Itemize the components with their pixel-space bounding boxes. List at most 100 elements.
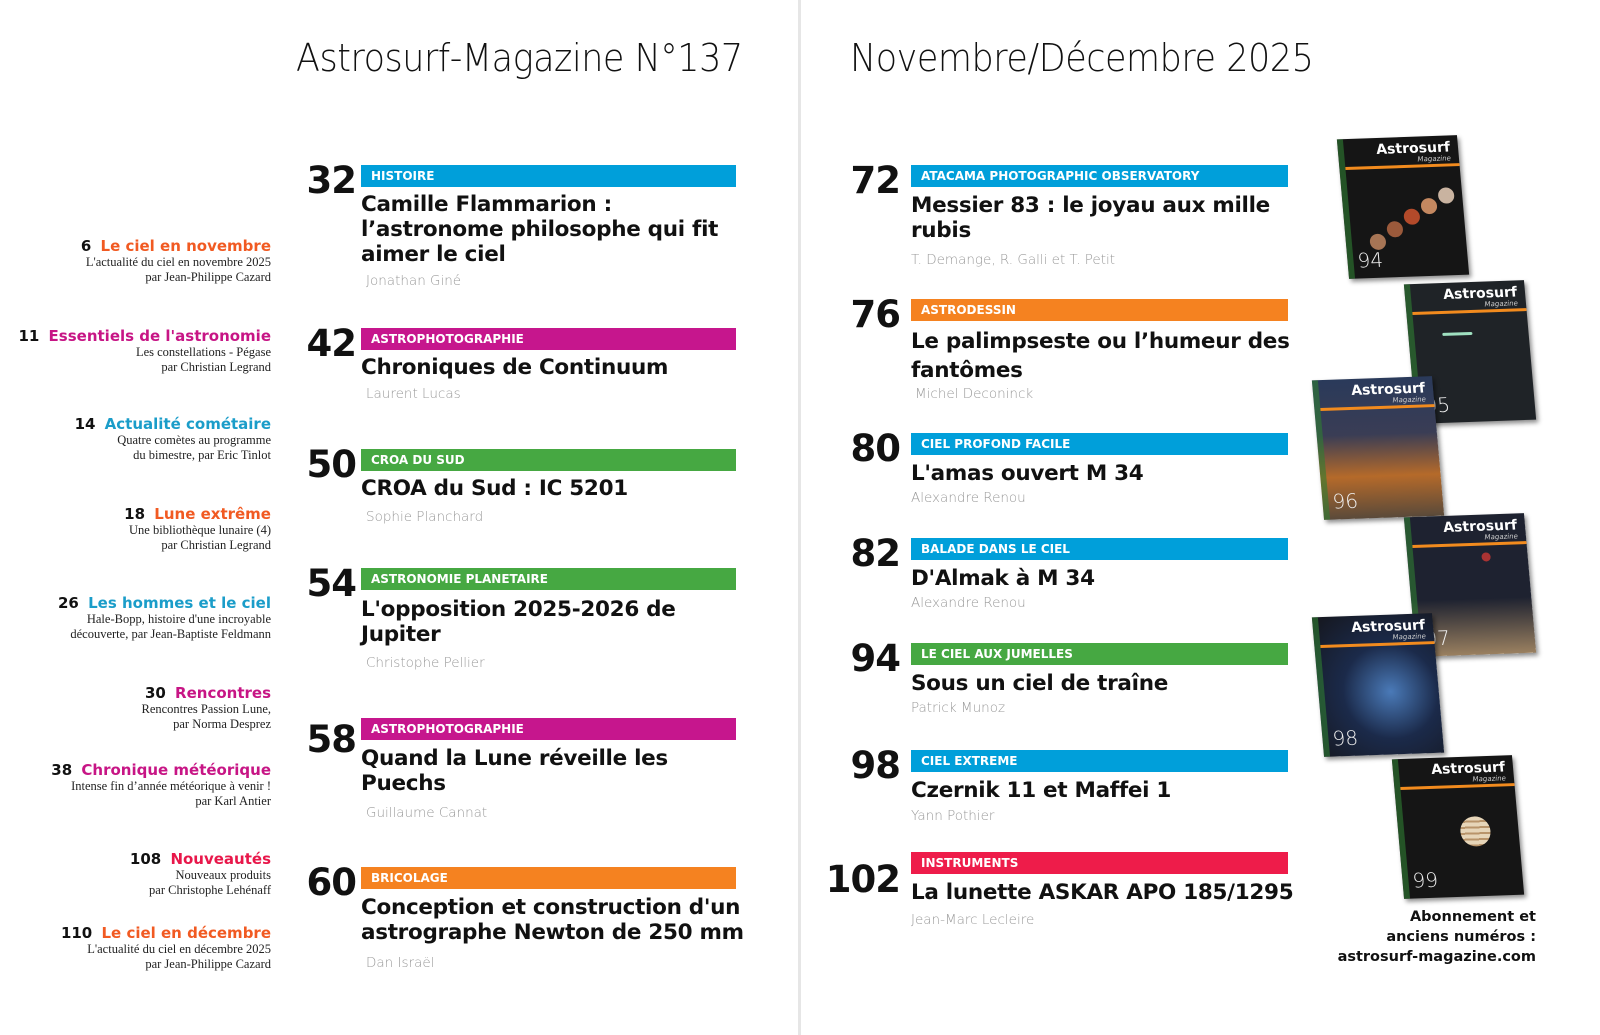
article-author: Sophie Planchard — [366, 509, 484, 525]
section-title: Nouveautés — [170, 850, 271, 868]
article-title: D'Almak à M 34 — [911, 566, 1095, 591]
category-bar: ASTRODESSIN — [911, 299, 1288, 321]
section-author: par Norma Desprez — [173, 717, 271, 731]
section-title: Chronique météorique — [81, 761, 271, 779]
article-entry[interactable]: 60 BRICOLAGE Conception et construction … — [286, 861, 756, 977]
article-entry[interactable]: 80 CIEL PROFOND FACILE L'amas ouvert M 3… — [818, 427, 1298, 513]
section-author: par Jean-Philippe Cazard — [145, 270, 271, 284]
sidebar-item[interactable]: 14 Actualité cométaire Quatre comètes au… — [0, 415, 271, 463]
article-page-number: 80 — [850, 427, 902, 470]
article-title: Chroniques de Continuum — [361, 355, 669, 380]
article-author: Christophe Pellier — [366, 655, 485, 671]
article-entry[interactable]: 82 BALADE DANS LE CIEL D'Almak à M 34 Al… — [818, 532, 1298, 618]
sidebar-item[interactable]: 26 Les hommes et le ciel Hale-Bopp, hist… — [0, 594, 271, 642]
article-title: L'amas ouvert M 34 — [911, 461, 1144, 486]
article-author: Patrick Munoz — [911, 700, 1006, 716]
article-page-number: 94 — [850, 637, 902, 680]
article-author: Yann Pothier — [911, 808, 995, 824]
section-title: Les hommes et le ciel — [88, 594, 271, 612]
article-entry[interactable]: 102 INSTRUMENTS La lunette ASKAR APO 185… — [818, 852, 1298, 932]
article-entry[interactable]: 54 ASTRONOMIE PLANETAIRE L'opposition 20… — [286, 562, 756, 678]
article-title: Czernik 11 et Maffei 1 — [911, 778, 1172, 803]
article-author: Alexandre Renou — [911, 490, 1026, 506]
article-entry[interactable]: 50 CROA DU SUD CROA du Sud : IC 5201 Sop… — [286, 443, 756, 529]
page-number: 26 — [57, 594, 79, 612]
article-entry[interactable]: 98 CIEL EXTREME Czernik 11 et Maffei 1 Y… — [818, 744, 1298, 830]
article-author: Michel Deconinck — [915, 386, 1034, 402]
section-author: par Jean-Philippe Cazard — [145, 957, 271, 971]
article-page-number: 50 — [306, 443, 358, 486]
article-title: Messier 83 : le joyau aux mille rubis — [911, 193, 1270, 243]
category-bar: HISTOIRE — [361, 165, 736, 187]
article-title: Camille Flammarion : l’astronome philoso… — [361, 192, 719, 267]
magazine-issue-title: Astrosurf-Magazine N°137 — [296, 36, 743, 80]
article-page-number: 58 — [306, 718, 358, 761]
section-description: Une bibliothèque lunaire (4) — [129, 523, 271, 537]
article-title: L'opposition 2025-2026 de Jupiter — [361, 597, 676, 647]
article-page-number: 82 — [850, 532, 902, 575]
sidebar-item[interactable]: 110 Le ciel en décembre L'actualité du c… — [0, 924, 271, 972]
section-description: Les constellations - Pégase — [135, 345, 271, 359]
article-page-number: 54 — [306, 562, 358, 605]
section-description: Intense fin d’année météorique à venir ! — [71, 779, 271, 793]
sidebar-item[interactable]: 18 Lune extrême Une bibliothèque lunaire… — [0, 505, 271, 553]
article-title: Quand la Lune réveille les Puechs — [361, 746, 668, 796]
cover-issue-96[interactable]: Astrosurf Magazine 96 — [1311, 376, 1445, 520]
page-number: 38 — [51, 761, 73, 779]
page-number: 11 — [18, 327, 40, 345]
page-number: 14 — [74, 415, 96, 433]
article-page-number: 102 — [825, 858, 901, 901]
category-bar: CIEL PROFOND FACILE — [911, 433, 1288, 455]
red-moon-image — [1481, 552, 1492, 562]
article-entry[interactable]: 72 ATACAMA PHOTOGRAPHIC OBSERVATORY Mess… — [818, 159, 1298, 275]
category-bar: CIEL EXTREME — [911, 750, 1288, 772]
article-entry[interactable]: 94 LE CIEL AUX JUMELLES Sous un ciel de … — [818, 637, 1298, 723]
article-title: CROA du Sud : IC 5201 — [361, 476, 628, 501]
page-number: 110 — [60, 924, 93, 942]
article-author: Laurent Lucas — [366, 386, 461, 402]
category-bar: ASTROPHOTOGRAPHIE — [361, 718, 736, 740]
article-entry[interactable]: 58 ASTROPHOTOGRAPHIE Quand la Lune révei… — [286, 718, 756, 828]
article-entry[interactable]: 32 HISTOIRE Camille Flammarion : l’astro… — [286, 159, 756, 295]
article-page-number: 72 — [850, 159, 902, 202]
section-description: L'actualité du ciel en décembre 2025 — [87, 942, 271, 956]
article-title: Conception et construction d'un astrogra… — [361, 895, 744, 945]
sidebar-item[interactable]: 38 Chronique météorique Intense fin d’an… — [0, 761, 271, 809]
sidebar-item[interactable]: 11 Essentiels de l'astronomie Les conste… — [0, 327, 271, 375]
article-author: Dan Israël — [366, 955, 435, 971]
cover-issue-98[interactable]: Astrosurf Magazine 98 — [1311, 613, 1445, 757]
page-gutter — [798, 0, 801, 1035]
article-author: T. Demange, R. Galli et T. Petit — [911, 252, 1116, 268]
page-number: 18 — [124, 505, 146, 523]
section-title: Actualité cométaire — [104, 415, 271, 433]
sidebar-item[interactable]: 30 Rencontres Rencontres Passion Lune, p… — [0, 684, 272, 732]
article-page-number: 42 — [306, 322, 358, 365]
page-number: 108 — [129, 850, 162, 868]
sidebar-item[interactable]: 108 Nouveautés Nouveaux produits par Chr… — [0, 850, 271, 898]
cover-issue-94[interactable]: Astrosurf Magazine 94 — [1336, 135, 1470, 279]
cover-issue-99[interactable]: Astrosurf Magazine 99 — [1391, 755, 1525, 899]
article-entry[interactable]: 76 ASTRODESSIN Le palimpseste ou l’humeu… — [818, 293, 1298, 409]
category-bar: INSTRUMENTS — [911, 852, 1288, 874]
sidebar-item[interactable]: 6 Le ciel en novembre L'actualité du cie… — [0, 237, 271, 285]
article-title: Le palimpseste ou l’humeur des fantômes — [911, 329, 1290, 383]
section-author: par Christophe Lehénaff — [149, 883, 271, 897]
section-title: Rencontres — [175, 684, 271, 702]
section-title: Lune extrême — [154, 505, 271, 523]
article-author: Alexandre Renou — [911, 595, 1026, 611]
category-bar: ASTRONOMIE PLANETAIRE — [361, 568, 736, 590]
section-title: Le ciel en novembre — [100, 237, 271, 255]
article-page-number: 76 — [850, 293, 902, 336]
jupiter-image — [1459, 815, 1492, 847]
category-bar: BRICOLAGE — [361, 867, 736, 889]
category-bar: ASTROPHOTOGRAPHIE — [361, 328, 736, 350]
page-number: 6 — [80, 237, 92, 255]
subscription-promo[interactable]: Abonnement et anciens numéros : astrosur… — [1300, 907, 1536, 967]
category-bar: CROA DU SUD — [361, 449, 736, 471]
section-description: Hale-Bopp, histoire d'une incroyable — [86, 612, 271, 626]
category-bar: ATACAMA PHOTOGRAPHIC OBSERVATORY — [911, 165, 1288, 187]
category-bar: LE CIEL AUX JUMELLES — [911, 643, 1288, 665]
website-link[interactable]: astrosurf-magazine.com — [1337, 949, 1536, 965]
section-author: découverte, par Jean-Baptiste Feldmann — [70, 627, 271, 641]
article-entry[interactable]: 42 ASTROPHOTOGRAPHIE Chroniques de Conti… — [286, 322, 756, 408]
